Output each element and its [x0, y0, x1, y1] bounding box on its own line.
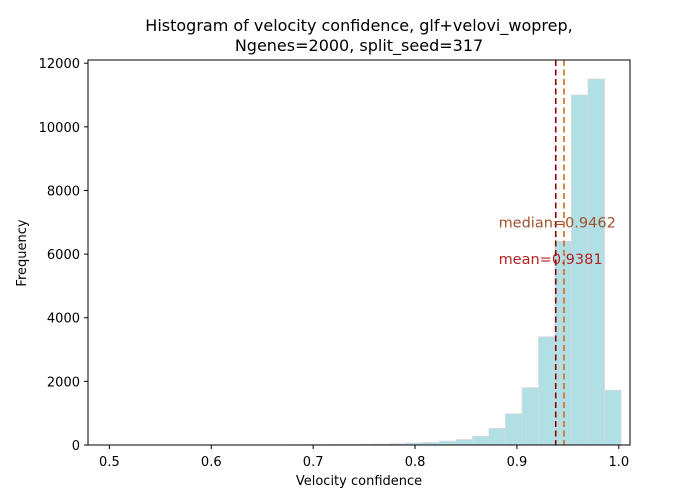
- chart-title-line2: Ngenes=2000, split_seed=317: [235, 36, 483, 56]
- reference-lines: [554, 60, 565, 445]
- plot-frame: [87, 59, 631, 446]
- y-axis-ticks: 0 2000 4000 6000 8000 10000 12000: [39, 57, 88, 454]
- x-tick-label: 0.6: [201, 455, 222, 470]
- mean-label: mean=0.9381: [499, 252, 603, 268]
- histogram-bars: [108, 78, 622, 446]
- histogram-bar: [521, 387, 539, 446]
- chart-title-line1: Histogram of velocity confidence, glf+ve…: [145, 16, 572, 36]
- histogram-bar: [538, 336, 556, 446]
- y-tick-label: 10000: [39, 121, 80, 136]
- x-tick-label: 0.9: [507, 455, 528, 470]
- x-axis-ticks: 0.5 0.6 0.7 0.8 0.9 1.0: [99, 445, 629, 470]
- x-tick-label: 0.8: [405, 455, 426, 470]
- y-tick-label: 6000: [47, 248, 80, 263]
- histogram-bar: [505, 413, 523, 446]
- y-tick-label: 0: [72, 439, 80, 454]
- histogram-bar: [439, 440, 457, 446]
- median-label: median=0.9462: [499, 215, 616, 231]
- histogram-bar: [472, 436, 490, 446]
- x-tick-label: 1.0: [608, 455, 629, 470]
- x-axis-label: Velocity confidence: [296, 474, 422, 489]
- x-tick-label: 0.5: [99, 455, 120, 470]
- y-axis-label: Frequency: [15, 219, 30, 286]
- histogram-bar: [604, 389, 622, 446]
- y-tick-label: 4000: [47, 312, 80, 327]
- y-tick-label: 12000: [39, 57, 80, 72]
- x-tick-label: 0.7: [303, 455, 324, 470]
- y-tick-label: 8000: [47, 184, 80, 199]
- y-tick-label: 2000: [47, 375, 80, 390]
- histogram-bar: [488, 428, 506, 446]
- histogram-bar: [571, 94, 589, 446]
- histogram-bar: [455, 439, 473, 446]
- annotations: median=0.9462 mean=0.9381: [499, 215, 616, 268]
